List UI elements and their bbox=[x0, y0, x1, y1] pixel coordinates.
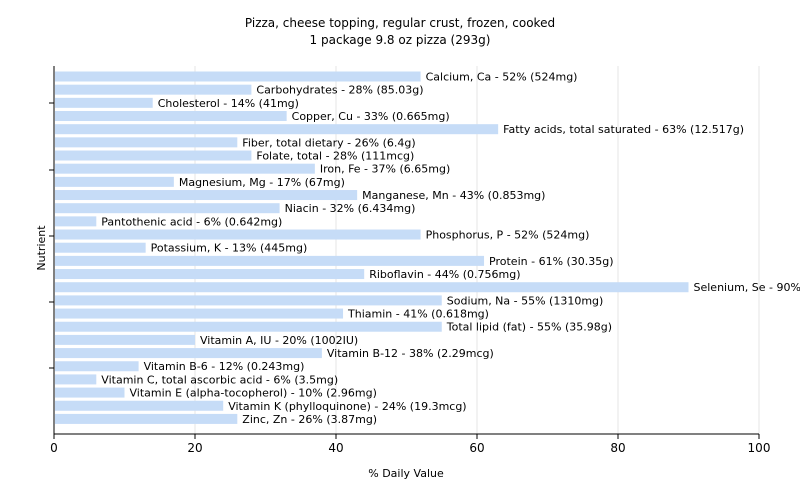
bar bbox=[55, 111, 287, 122]
x-tick-label: 60 bbox=[469, 441, 484, 455]
bar bbox=[55, 97, 153, 108]
bar-label: Vitamin E (alpha-tocopherol) - 10% (2.96… bbox=[130, 387, 377, 400]
bar-label: Vitamin K (phylloquinone) - 24% (19.3mcg… bbox=[228, 400, 466, 413]
bar bbox=[55, 295, 442, 306]
bar bbox=[55, 374, 97, 385]
bar bbox=[55, 282, 689, 293]
bar bbox=[55, 308, 344, 319]
bar bbox=[55, 71, 421, 82]
bar-label: Potassium, K - 13% (445mg) bbox=[151, 242, 308, 255]
bar bbox=[55, 387, 125, 398]
axes bbox=[53, 66, 759, 435]
bar-label: Thiamin - 41% (0.618mg) bbox=[347, 308, 489, 321]
bar bbox=[55, 242, 146, 253]
bar-label: Carbohydrates - 28% (85.03g) bbox=[256, 84, 423, 97]
bar bbox=[55, 255, 485, 266]
bar bbox=[55, 334, 195, 345]
bar-label: Riboflavin - 44% (0.756mg) bbox=[369, 268, 520, 281]
x-tick-label: 80 bbox=[610, 441, 625, 455]
y-axis-label: Nutrient bbox=[35, 225, 48, 271]
x-ticks: 0 20 40 60 80 100 bbox=[50, 434, 770, 455]
bar-label: Sodium, Na - 55% (1310mg) bbox=[447, 294, 604, 307]
bar bbox=[55, 229, 421, 240]
y-ticks bbox=[49, 102, 54, 369]
bar-label: Vitamin C, total ascorbic acid - 6% (3.5… bbox=[101, 373, 338, 386]
bar-label: Protein - 61% (30.35g) bbox=[489, 255, 614, 268]
chart-subtitle: 1 package 9.8 oz pizza (293g) bbox=[310, 33, 491, 47]
bar bbox=[55, 269, 365, 280]
bar bbox=[55, 190, 358, 201]
x-axis-label: % Daily Value bbox=[368, 467, 444, 480]
x-tick-label: 0 bbox=[50, 441, 58, 455]
bar-label: Selenium, Se - 90% (63.0mcg) bbox=[694, 281, 800, 294]
bar bbox=[55, 124, 499, 135]
bar-label: Folate, total - 28% (111mcg) bbox=[256, 150, 414, 163]
bar bbox=[55, 216, 97, 227]
bar bbox=[55, 203, 280, 214]
bar bbox=[55, 321, 442, 332]
bar-label: Calcium, Ca - 52% (524mg) bbox=[426, 71, 578, 84]
bar-label: Manganese, Mn - 43% (0.853mg) bbox=[362, 189, 545, 202]
bar-label: Vitamin B-6 - 12% (0.243mg) bbox=[144, 360, 305, 373]
x-tick-label: 100 bbox=[748, 441, 771, 455]
bar-label: Pantothenic acid - 6% (0.642mg) bbox=[101, 215, 282, 228]
bar-label: Cholesterol - 14% (41mg) bbox=[158, 97, 299, 110]
bar-label: Phosphorus, P - 52% (524mg) bbox=[426, 229, 590, 242]
bar-label: Copper, Cu - 33% (0.665mg) bbox=[292, 110, 450, 123]
bars: Calcium, Ca - 52% (524mg)Carbohydrates -… bbox=[55, 71, 800, 426]
bar-label: Total lipid (fat) - 55% (35.98g) bbox=[446, 321, 612, 334]
bar-label: Zinc, Zn - 26% (3.87mg) bbox=[242, 413, 377, 426]
x-tick-label: 40 bbox=[328, 441, 343, 455]
bar-label: Iron, Fe - 37% (6.65mg) bbox=[320, 163, 450, 176]
bar bbox=[55, 348, 322, 359]
bar-label: Vitamin A, IU - 20% (1002IU) bbox=[200, 334, 358, 347]
bar bbox=[55, 84, 252, 95]
bar bbox=[55, 163, 315, 174]
x-tick-label: 20 bbox=[187, 441, 202, 455]
bar bbox=[55, 413, 238, 424]
bar bbox=[55, 150, 252, 161]
chart-title: Pizza, cheese topping, regular crust, fr… bbox=[245, 16, 555, 30]
bar-label: Magnesium, Mg - 17% (67mg) bbox=[179, 176, 345, 189]
bar bbox=[55, 400, 224, 411]
bar-label: Fatty acids, total saturated - 63% (12.5… bbox=[503, 123, 744, 136]
bar-label: Fiber, total dietary - 26% (6.4g) bbox=[242, 136, 415, 149]
bar bbox=[55, 176, 174, 187]
bar bbox=[55, 361, 139, 372]
bar-label: Vitamin B-12 - 38% (2.29mcg) bbox=[327, 347, 494, 360]
bar-label: Niacin - 32% (6.434mg) bbox=[285, 202, 416, 215]
bar bbox=[55, 137, 238, 148]
